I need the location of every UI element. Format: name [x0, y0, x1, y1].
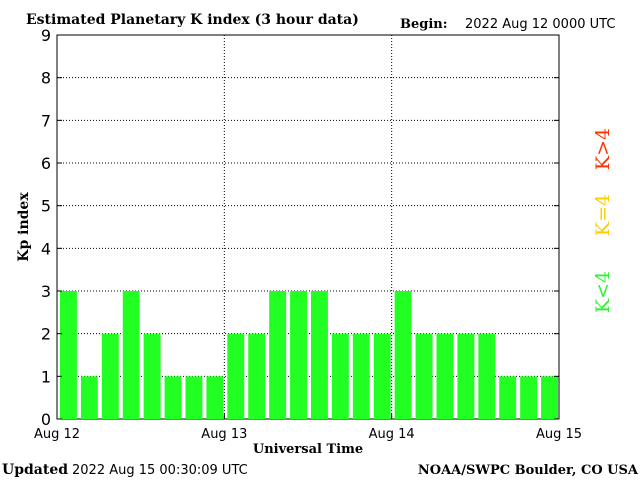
bar-9	[248, 333, 266, 419]
begin-value: 2022 Aug 12 0000 UTC	[465, 17, 615, 32]
y-tick-label-7: 7	[41, 111, 51, 130]
y-tick-label-0: 0	[41, 410, 51, 429]
bar-16	[394, 291, 412, 419]
bar-21	[499, 376, 517, 419]
bar-7	[206, 376, 224, 419]
legend-k-eq-4: K=4	[592, 194, 614, 236]
bar-13	[331, 333, 349, 419]
x-axis-ticks: Aug 12 Aug 13 Aug 14 Aug 15	[34, 414, 582, 442]
y-tick-label-1: 1	[41, 367, 51, 386]
bar-11	[290, 291, 307, 419]
updated-value: 2022 Aug 15 00:30:09 UTC	[72, 463, 248, 478]
x-tick-label-0: Aug 12	[34, 427, 80, 442]
plot-frame	[56, 34, 560, 420]
y-tick-label-4: 4	[41, 239, 51, 258]
y-tick-label-3: 3	[41, 282, 51, 301]
y-tick-label-9: 9	[41, 26, 51, 45]
legend-k-gt-4: K>4	[592, 128, 614, 170]
bar-8	[227, 333, 245, 419]
bar-19	[457, 333, 475, 419]
grid-lines	[57, 35, 559, 419]
y-tick-label-5: 5	[41, 197, 51, 216]
bar-2	[101, 333, 119, 419]
x-tick-label-1: Aug 13	[201, 427, 247, 442]
legend-k-lt-4: K<4	[592, 271, 614, 313]
bar-14	[352, 333, 370, 419]
y-axis-ticks: 0 1 2 3 4 5 6 7 8 9	[41, 26, 559, 429]
bar-1	[80, 376, 98, 419]
bar-3	[122, 291, 140, 419]
y-axis-label: Kp index	[16, 192, 32, 262]
updated-label: Updated	[2, 462, 68, 478]
y-tick-label-2: 2	[41, 325, 51, 344]
x-tick-label-3: Aug 15	[536, 427, 582, 442]
bar-10	[269, 291, 287, 419]
begin-label: Begin:	[400, 17, 448, 32]
bar-23	[541, 376, 558, 419]
chart-title: Estimated Planetary K index (3 hour data…	[26, 12, 359, 28]
source-credit: NOAA/SWPC Boulder, CO USA	[418, 463, 639, 478]
x-tick-label-2: Aug 14	[369, 427, 415, 442]
y-tick-label-6: 6	[41, 154, 51, 173]
bar-5	[164, 376, 182, 419]
bar-18	[436, 333, 454, 419]
bar-12	[311, 291, 328, 419]
x-axis-label: Universal Time	[253, 442, 363, 457]
bar-17	[415, 333, 433, 419]
bar-22	[520, 376, 538, 419]
bar-6	[185, 376, 203, 419]
bar-15	[373, 333, 391, 419]
bar-4	[143, 333, 161, 419]
y-tick-label-8: 8	[41, 69, 51, 88]
bar-20	[478, 333, 496, 419]
bar-0	[60, 291, 77, 419]
bar-series	[60, 291, 558, 419]
